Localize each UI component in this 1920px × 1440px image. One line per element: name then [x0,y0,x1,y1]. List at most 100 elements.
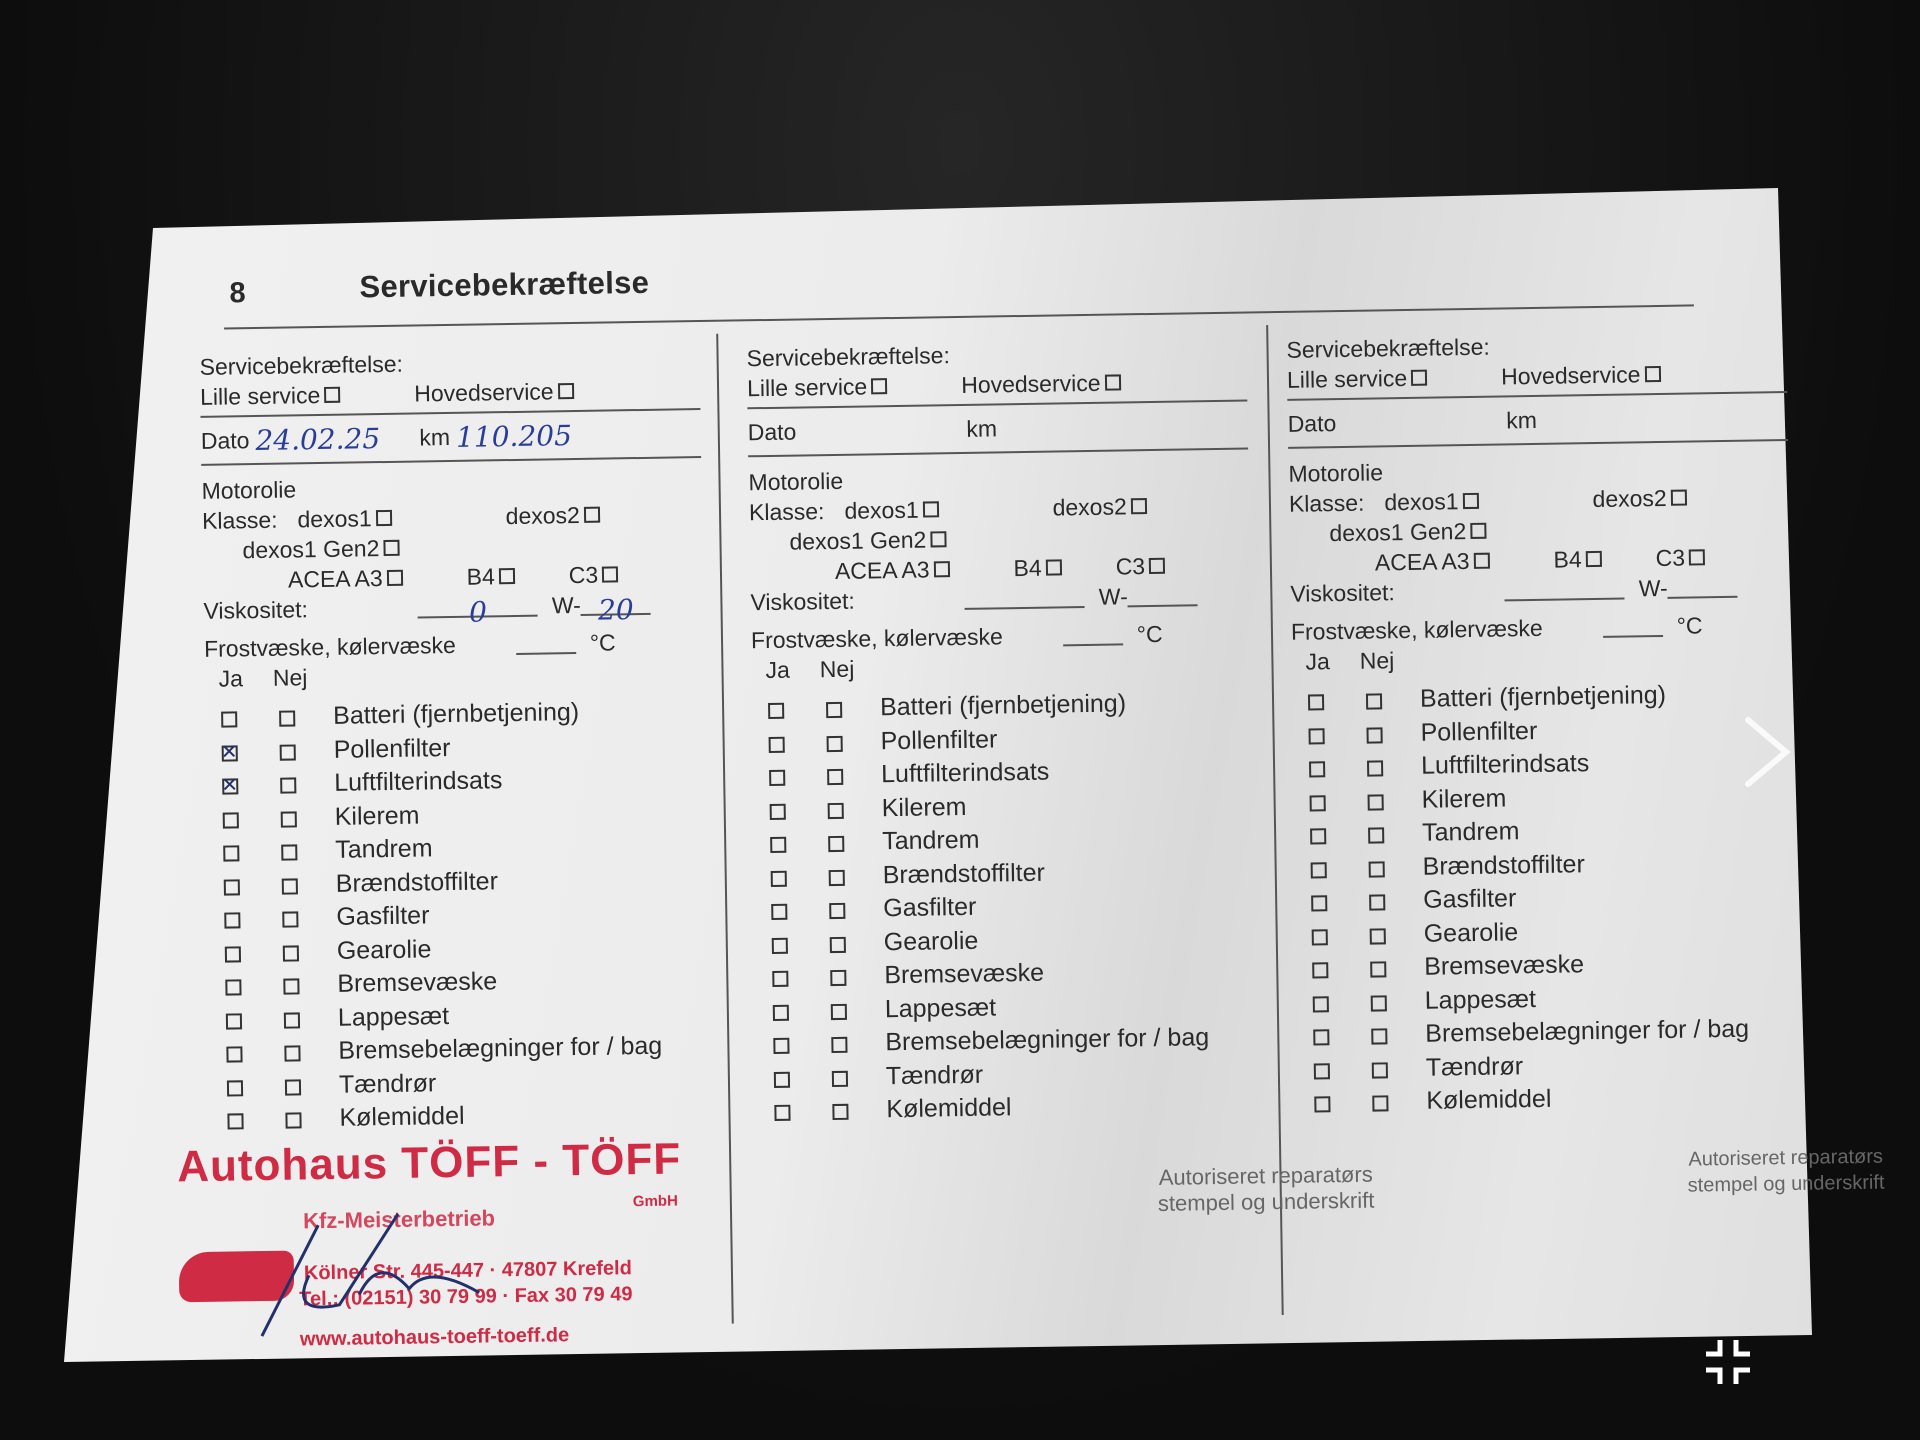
dexos2-checkbox[interactable] [1130,498,1147,515]
frostvaeske-field[interactable] [1602,614,1663,638]
ja-checkbox[interactable] [1310,861,1327,879]
ja-checkbox[interactable] [224,912,241,929]
ja-checkbox[interactable] [1308,727,1325,745]
hovedservice-checkbox[interactable] [1104,374,1121,391]
acea-a3-checkbox[interactable] [933,561,950,578]
nej-checkbox[interactable] [279,744,296,761]
nej-checkbox[interactable] [283,978,300,995]
nej-checkbox[interactable] [829,903,846,920]
nej-checkbox[interactable] [828,836,845,853]
nej-checkbox[interactable] [832,1103,849,1121]
nej-checkbox[interactable] [280,777,297,794]
nej-checkbox[interactable] [284,1079,302,1096]
dexos1-gen2-checkbox[interactable] [930,531,947,548]
nej-checkbox[interactable] [1366,727,1383,744]
ja-checkbox[interactable] [769,803,786,820]
nej-checkbox[interactable] [1368,861,1385,878]
nej-checkbox[interactable] [1367,760,1384,777]
dato-value[interactable] [1336,420,1506,423]
nej-checkbox[interactable] [1368,827,1385,844]
lille-service-checkbox[interactable] [871,378,888,395]
nej-checkbox[interactable] [830,1003,848,1020]
nej-checkbox[interactable] [285,1112,302,1129]
exit-fullscreen-icon[interactable] [1702,1336,1754,1388]
nej-checkbox[interactable] [1369,928,1386,945]
ja-checkbox[interactable] [769,769,786,787]
ja-checkbox[interactable] [1309,794,1326,812]
ja-checkbox[interactable] [1311,895,1328,912]
nej-checkbox[interactable] [283,1012,301,1029]
b4-checkbox[interactable] [1045,559,1062,576]
ja-checkbox[interactable] [770,836,787,854]
nej-checkbox[interactable] [281,844,298,861]
ja-checkbox[interactable] [222,812,239,829]
ja-checkbox[interactable] [1313,1029,1330,1046]
acea-a3-checkbox[interactable] [386,569,403,586]
viskositet-first-field[interactable] [1504,577,1625,602]
dexos2-checkbox[interactable] [1670,489,1687,506]
ja-checkbox[interactable] [774,1104,791,1122]
ja-checkbox[interactable] [1314,1096,1331,1113]
viskositet-second-field[interactable] [1667,575,1738,599]
ja-checkbox[interactable] [224,945,242,963]
nej-checkbox[interactable] [1370,961,1387,978]
dexos2-checkbox[interactable] [583,506,600,523]
ja-checkbox[interactable] [1313,1062,1330,1080]
ja-checkbox[interactable] [772,970,789,988]
lille-service-checkbox[interactable] [324,386,341,403]
ja-checkbox[interactable] [225,979,242,996]
dexos1-checkbox[interactable] [375,509,392,527]
ja-checkbox[interactable] [772,1004,790,1021]
nej-checkbox[interactable] [1372,1095,1389,1112]
b4-checkbox[interactable] [1585,550,1602,568]
viskositet-second-field[interactable]: 20 [580,592,651,627]
ja-checkbox[interactable] [221,745,238,762]
km-value[interactable]: 110.205 [455,418,573,454]
ja-checkbox[interactable] [227,1113,244,1130]
frostvaeske-field[interactable] [515,632,576,655]
ja-checkbox[interactable] [771,903,788,921]
viskositet-second-field[interactable] [1127,584,1198,608]
ja-checkbox[interactable] [771,937,788,954]
nej-checkbox[interactable] [1370,995,1387,1012]
dexos1-gen2-checkbox[interactable] [383,539,400,557]
ja-checkbox[interactable] [223,845,240,862]
nej-checkbox[interactable] [827,769,844,786]
c3-checkbox[interactable] [1148,557,1166,575]
nej-checkbox[interactable] [1365,693,1383,710]
ja-checkbox[interactable] [1311,928,1328,946]
nej-checkbox[interactable] [831,1036,848,1054]
ja-checkbox[interactable] [773,1071,791,1088]
ja-checkbox[interactable] [1309,761,1326,778]
viskositet-first-field[interactable]: 0 [417,594,539,629]
ja-checkbox[interactable] [222,778,239,795]
nej-checkbox[interactable] [829,936,846,953]
nej-checkbox[interactable] [281,878,298,895]
dexos1-gen2-checkbox[interactable] [1470,522,1487,539]
lille-service-checkbox[interactable] [1411,369,1428,386]
ja-checkbox[interactable] [770,870,787,887]
dexos1-checkbox[interactable] [922,501,939,518]
ja-checkbox[interactable] [223,879,240,896]
nej-checkbox[interactable] [1371,1061,1388,1079]
b4-checkbox[interactable] [498,567,515,585]
ja-checkbox[interactable] [1310,828,1327,845]
nej-checkbox[interactable] [282,911,299,928]
nej-checkbox[interactable] [282,945,300,962]
hovedservice-checkbox[interactable] [1644,365,1661,383]
nej-checkbox[interactable] [1369,894,1386,911]
ja-checkbox[interactable] [768,702,785,720]
hovedservice-checkbox[interactable] [557,383,574,400]
dato-value[interactable] [796,429,966,432]
ja-checkbox[interactable] [1312,995,1329,1013]
nej-checkbox[interactable] [826,735,843,752]
viskositet-first-field[interactable] [964,586,1085,610]
ja-checkbox[interactable] [768,736,785,753]
c3-checkbox[interactable] [602,566,619,583]
ja-checkbox[interactable] [773,1037,790,1055]
frostvaeske-field[interactable] [1062,623,1123,647]
ja-checkbox[interactable] [226,1046,243,1063]
nej-checkbox[interactable] [826,702,843,719]
c3-checkbox[interactable] [1688,549,1706,566]
nej-checkbox[interactable] [1371,1028,1388,1045]
